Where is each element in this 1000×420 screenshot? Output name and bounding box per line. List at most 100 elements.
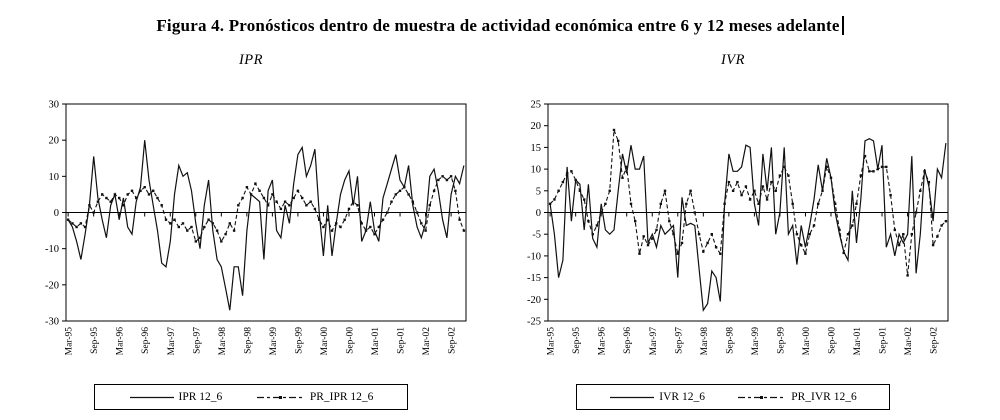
series-marker <box>96 200 100 203</box>
x-tick-label: Sep-02 <box>448 327 458 354</box>
x-tick-label: Sep-98 <box>725 327 735 354</box>
series-marker <box>322 225 325 229</box>
series-marker <box>710 233 713 236</box>
series-marker <box>373 233 376 236</box>
series-marker <box>454 189 457 192</box>
series-marker <box>330 229 334 232</box>
series-marker <box>778 174 782 177</box>
y-tick-label: 0 <box>54 208 59 219</box>
series-marker <box>800 243 803 247</box>
series-marker <box>364 229 368 232</box>
series-marker <box>557 189 560 192</box>
chart-ivr: IVR 25 20 15 10 5 0 -5 -10 -15 -20 -25 Mar-95 Sep-95… <box>510 52 956 414</box>
series-marker <box>318 218 321 221</box>
series-marker <box>740 193 743 197</box>
series-marker <box>838 228 841 232</box>
y-tick-label: 5 <box>536 186 541 197</box>
series-marker <box>215 229 219 232</box>
series-marker <box>753 189 756 192</box>
series-marker <box>105 196 108 200</box>
series-marker <box>186 229 189 232</box>
series-marker <box>245 186 249 189</box>
series-marker <box>851 224 854 227</box>
series-marker <box>693 211 696 214</box>
x-tick-label: Mar-01 <box>371 327 381 356</box>
series-marker <box>288 204 291 207</box>
series-marker <box>608 189 611 192</box>
series-marker <box>731 189 735 192</box>
series-marker <box>702 250 705 253</box>
x-tick-label: Mar-02 <box>904 327 914 356</box>
x-tick-label: Mar-96 <box>598 327 608 356</box>
series-marker <box>634 220 637 223</box>
chart-ivr-subtitle: IVR <box>720 52 746 68</box>
series-marker <box>553 198 556 201</box>
series-marker <box>394 193 397 196</box>
series-line <box>549 138 947 312</box>
series-pr-ipr-12-6 <box>66 175 466 243</box>
series-marker <box>232 229 236 232</box>
chart-ipr: IPR 30 20 10 0 -10 -20 -30 Mar-95 Sep-95 Mar-96 Se… <box>28 52 474 414</box>
series-marker <box>249 193 253 196</box>
series-marker <box>587 220 590 223</box>
series-marker <box>600 211 603 214</box>
series-marker <box>135 196 138 200</box>
series-marker <box>548 202 552 205</box>
series-marker <box>680 241 684 245</box>
x-tick-label: Mar-95 <box>65 327 75 356</box>
series-marker <box>825 165 828 169</box>
series-marker <box>173 218 176 221</box>
series-marker <box>863 154 867 158</box>
series-marker <box>449 175 453 178</box>
series-marker <box>578 189 582 192</box>
x-tick-label: Mar-98 <box>218 327 228 356</box>
series-marker <box>655 228 658 232</box>
y-tick-label: 20 <box>531 121 542 132</box>
y-tick-label: 30 <box>49 100 60 111</box>
series-marker <box>859 174 862 177</box>
text-cursor <box>841 16 844 35</box>
series-marker <box>795 233 799 236</box>
x-tick-label: Sep-98 <box>243 327 253 354</box>
series-marker <box>305 204 308 207</box>
series-marker <box>736 180 739 184</box>
x-tick-label: Mar-98 <box>700 327 710 356</box>
series-marker <box>143 186 146 189</box>
y-tick-label: -25 <box>527 317 541 328</box>
series-marker <box>424 229 427 232</box>
series-marker <box>177 225 180 229</box>
series-marker <box>347 207 351 211</box>
series-ipr-12-6 <box>67 140 465 311</box>
x-tick-label: Mar-02 <box>422 327 432 356</box>
series-marker <box>723 202 726 205</box>
series-marker <box>931 243 935 247</box>
series-marker <box>770 180 773 184</box>
series-marker <box>79 222 83 225</box>
series-marker <box>360 222 363 225</box>
series-marker <box>428 204 431 207</box>
series-marker <box>220 240 223 243</box>
series-marker <box>872 170 875 173</box>
series-marker <box>377 225 380 229</box>
series-marker <box>211 222 214 225</box>
y-tick-label: -15 <box>527 273 541 284</box>
series-marker <box>812 224 816 227</box>
series-marker <box>714 246 718 249</box>
legend-label: PR_IVR 12_6 <box>791 391 857 403</box>
series-marker <box>612 128 616 132</box>
series-marker <box>697 233 701 236</box>
y-tick-label: -5 <box>532 230 541 241</box>
series-marker <box>75 225 78 229</box>
series-marker <box>386 211 389 214</box>
y-axis: 25 20 15 10 5 0 -5 -10 -15 -20 -25 <box>527 100 548 328</box>
series-marker <box>748 198 752 201</box>
series-marker <box>352 200 355 203</box>
dashed-line-sample-icon <box>738 395 787 399</box>
series-marker <box>583 198 586 201</box>
x-tick-label: Sep-00 <box>827 327 837 354</box>
y-tick-label: 20 <box>49 136 60 147</box>
series-marker <box>194 240 197 243</box>
y-tick-label: -10 <box>45 244 59 255</box>
chart-ipr-subtitle: IPR <box>238 52 264 68</box>
